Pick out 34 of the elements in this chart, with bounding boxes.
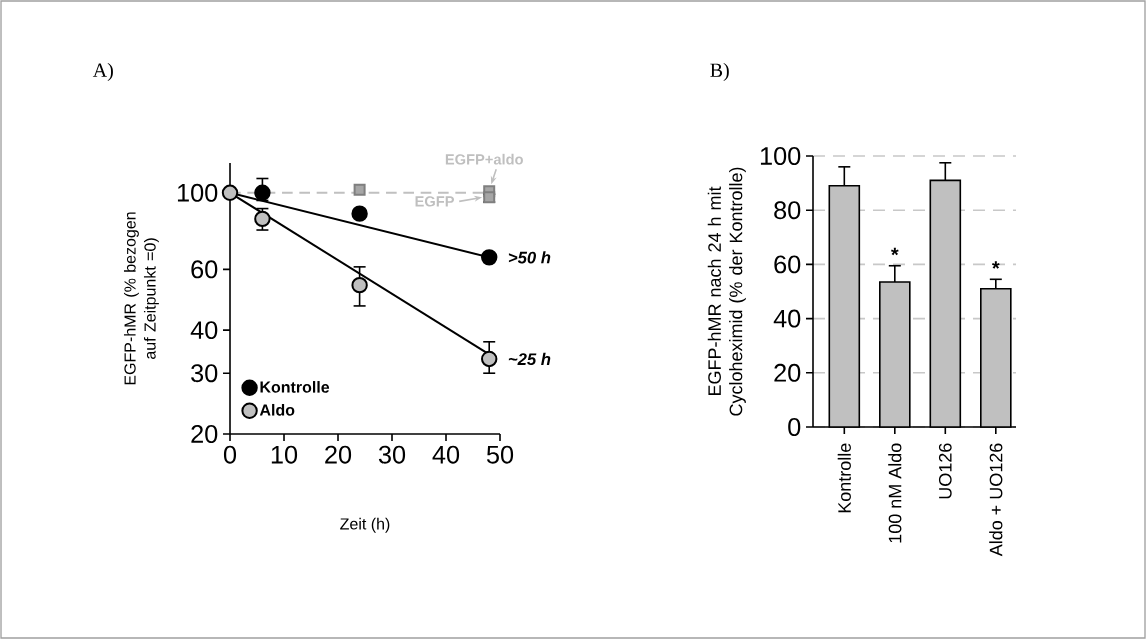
legend-label: Kontrolle: [260, 381, 330, 393]
y-axis-title: EGFP-hMR (% bezogen auf Zeitpunkt =0): [123, 212, 159, 385]
chart-title: A): [92, 62, 113, 82]
series-label: EGFP+aldo: [445, 153, 523, 165]
annotation: >50 h: [508, 251, 551, 264]
x-tick-label: 10: [271, 445, 298, 464]
x-tick-label: Kontrolle: [837, 443, 851, 513]
y-tick-label: 100: [177, 183, 218, 202]
annotation: ~25 h: [508, 352, 551, 366]
y-tick-label: 20: [774, 363, 801, 382]
y-tick-label: 40: [773, 309, 801, 328]
x-tick-label: 50: [486, 445, 514, 464]
y-tick-label: 60: [774, 255, 801, 274]
y-tick-label: 80: [774, 201, 801, 220]
y-tick-label: 100: [760, 147, 801, 165]
text: EGFP: [415, 196, 454, 207]
x-axis-title: Zeit (h): [340, 517, 390, 533]
y-tick-label: 60: [191, 260, 218, 279]
legend-label: Aldo: [259, 403, 295, 416]
chart-title: B): [710, 62, 729, 82]
y-tick-label: 40: [190, 321, 218, 340]
y-tick-label: 0: [788, 418, 801, 436]
x-tick-label: 20: [325, 445, 352, 464]
annotation: *: [890, 247, 899, 256]
x-tick-label: 30: [378, 445, 406, 464]
x-tick-label: UO126: [938, 443, 952, 499]
x-tick-label: 40: [432, 445, 460, 464]
x-tick-label: 0: [223, 445, 237, 464]
y-tick-label: 30: [191, 364, 218, 383]
y-axis-title: EGFP-hMR nach 24 h mit Cycloheximid (% der Kontrolle): [707, 167, 746, 416]
x-tick-label: Aldo + UO126: [989, 443, 1003, 557]
x-tick-label: 100 nM Aldo: [888, 443, 902, 543]
y-tick-label: 20: [191, 425, 218, 443]
annotation: *: [991, 261, 1000, 269]
